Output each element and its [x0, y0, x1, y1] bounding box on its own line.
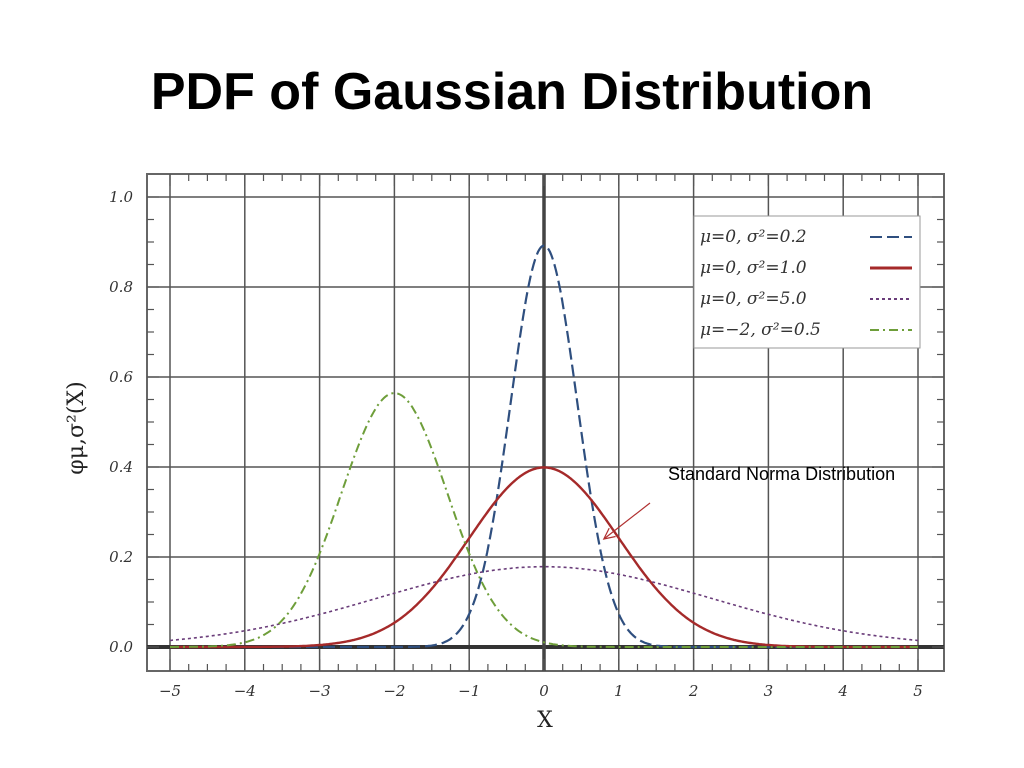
x-tick-label: −1 [458, 682, 480, 700]
y-tick-label: 0.6 [109, 368, 133, 386]
y-tick-label: 0.4 [109, 458, 133, 476]
x-tick-label: 4 [837, 682, 848, 700]
x-tick-label: −3 [309, 682, 331, 700]
legend-entry-label: μ=0, σ²=1.0 [700, 258, 807, 278]
legend-entry-label: μ=−2, σ²=0.5 [700, 320, 821, 340]
series-line [169, 565, 919, 642]
x-tick-label: −4 [234, 682, 256, 700]
y-tick-label: 1.0 [109, 188, 133, 206]
x-tick-label: 0 [539, 682, 549, 700]
legend-entry-label: μ=0, σ²=0.2 [700, 227, 807, 247]
y-axis-title: φμ,σ²(X) [64, 381, 89, 474]
tick-marks [147, 174, 944, 671]
series-line [170, 392, 918, 648]
legend: μ=0, σ²=0.2 μ=0, σ²=1.0 μ=0, σ²=5.0 μ=−2, σ… [693, 215, 921, 349]
x-tick-label: 2 [688, 682, 699, 700]
x-tick-label: 1 [614, 682, 624, 700]
y-tick-label: 0.2 [109, 548, 133, 566]
annotation-arrow [603, 502, 651, 540]
annotation: Standard Norma Distribution [602, 464, 895, 540]
series-line [170, 466, 918, 649]
y-tick-label: 0.0 [109, 638, 133, 656]
legend-entry-label: μ=0, σ²=5.0 [700, 289, 807, 309]
x-tick-label: 5 [913, 682, 923, 700]
slide-title: PDF of Gaussian Distribution [150, 63, 874, 121]
x-tick-labels: −5 −4 −3 −2 −1 0 1 2 3 4 5 [159, 682, 923, 700]
annotation-label: Standard Norma Distribution [668, 464, 895, 484]
x-axis-title: X [537, 708, 553, 733]
legend-box [693, 215, 921, 349]
x-tick-label: 3 [764, 682, 774, 700]
annotation-arrowhead [602, 527, 616, 540]
series-lines [169, 244, 919, 649]
y-tick-label: 0.8 [109, 278, 133, 296]
x-tick-label: −2 [383, 682, 405, 700]
y-tick-labels: 0.0 0.2 0.4 0.6 0.8 1.0 [109, 188, 133, 656]
x-tick-label: −5 [159, 682, 181, 700]
